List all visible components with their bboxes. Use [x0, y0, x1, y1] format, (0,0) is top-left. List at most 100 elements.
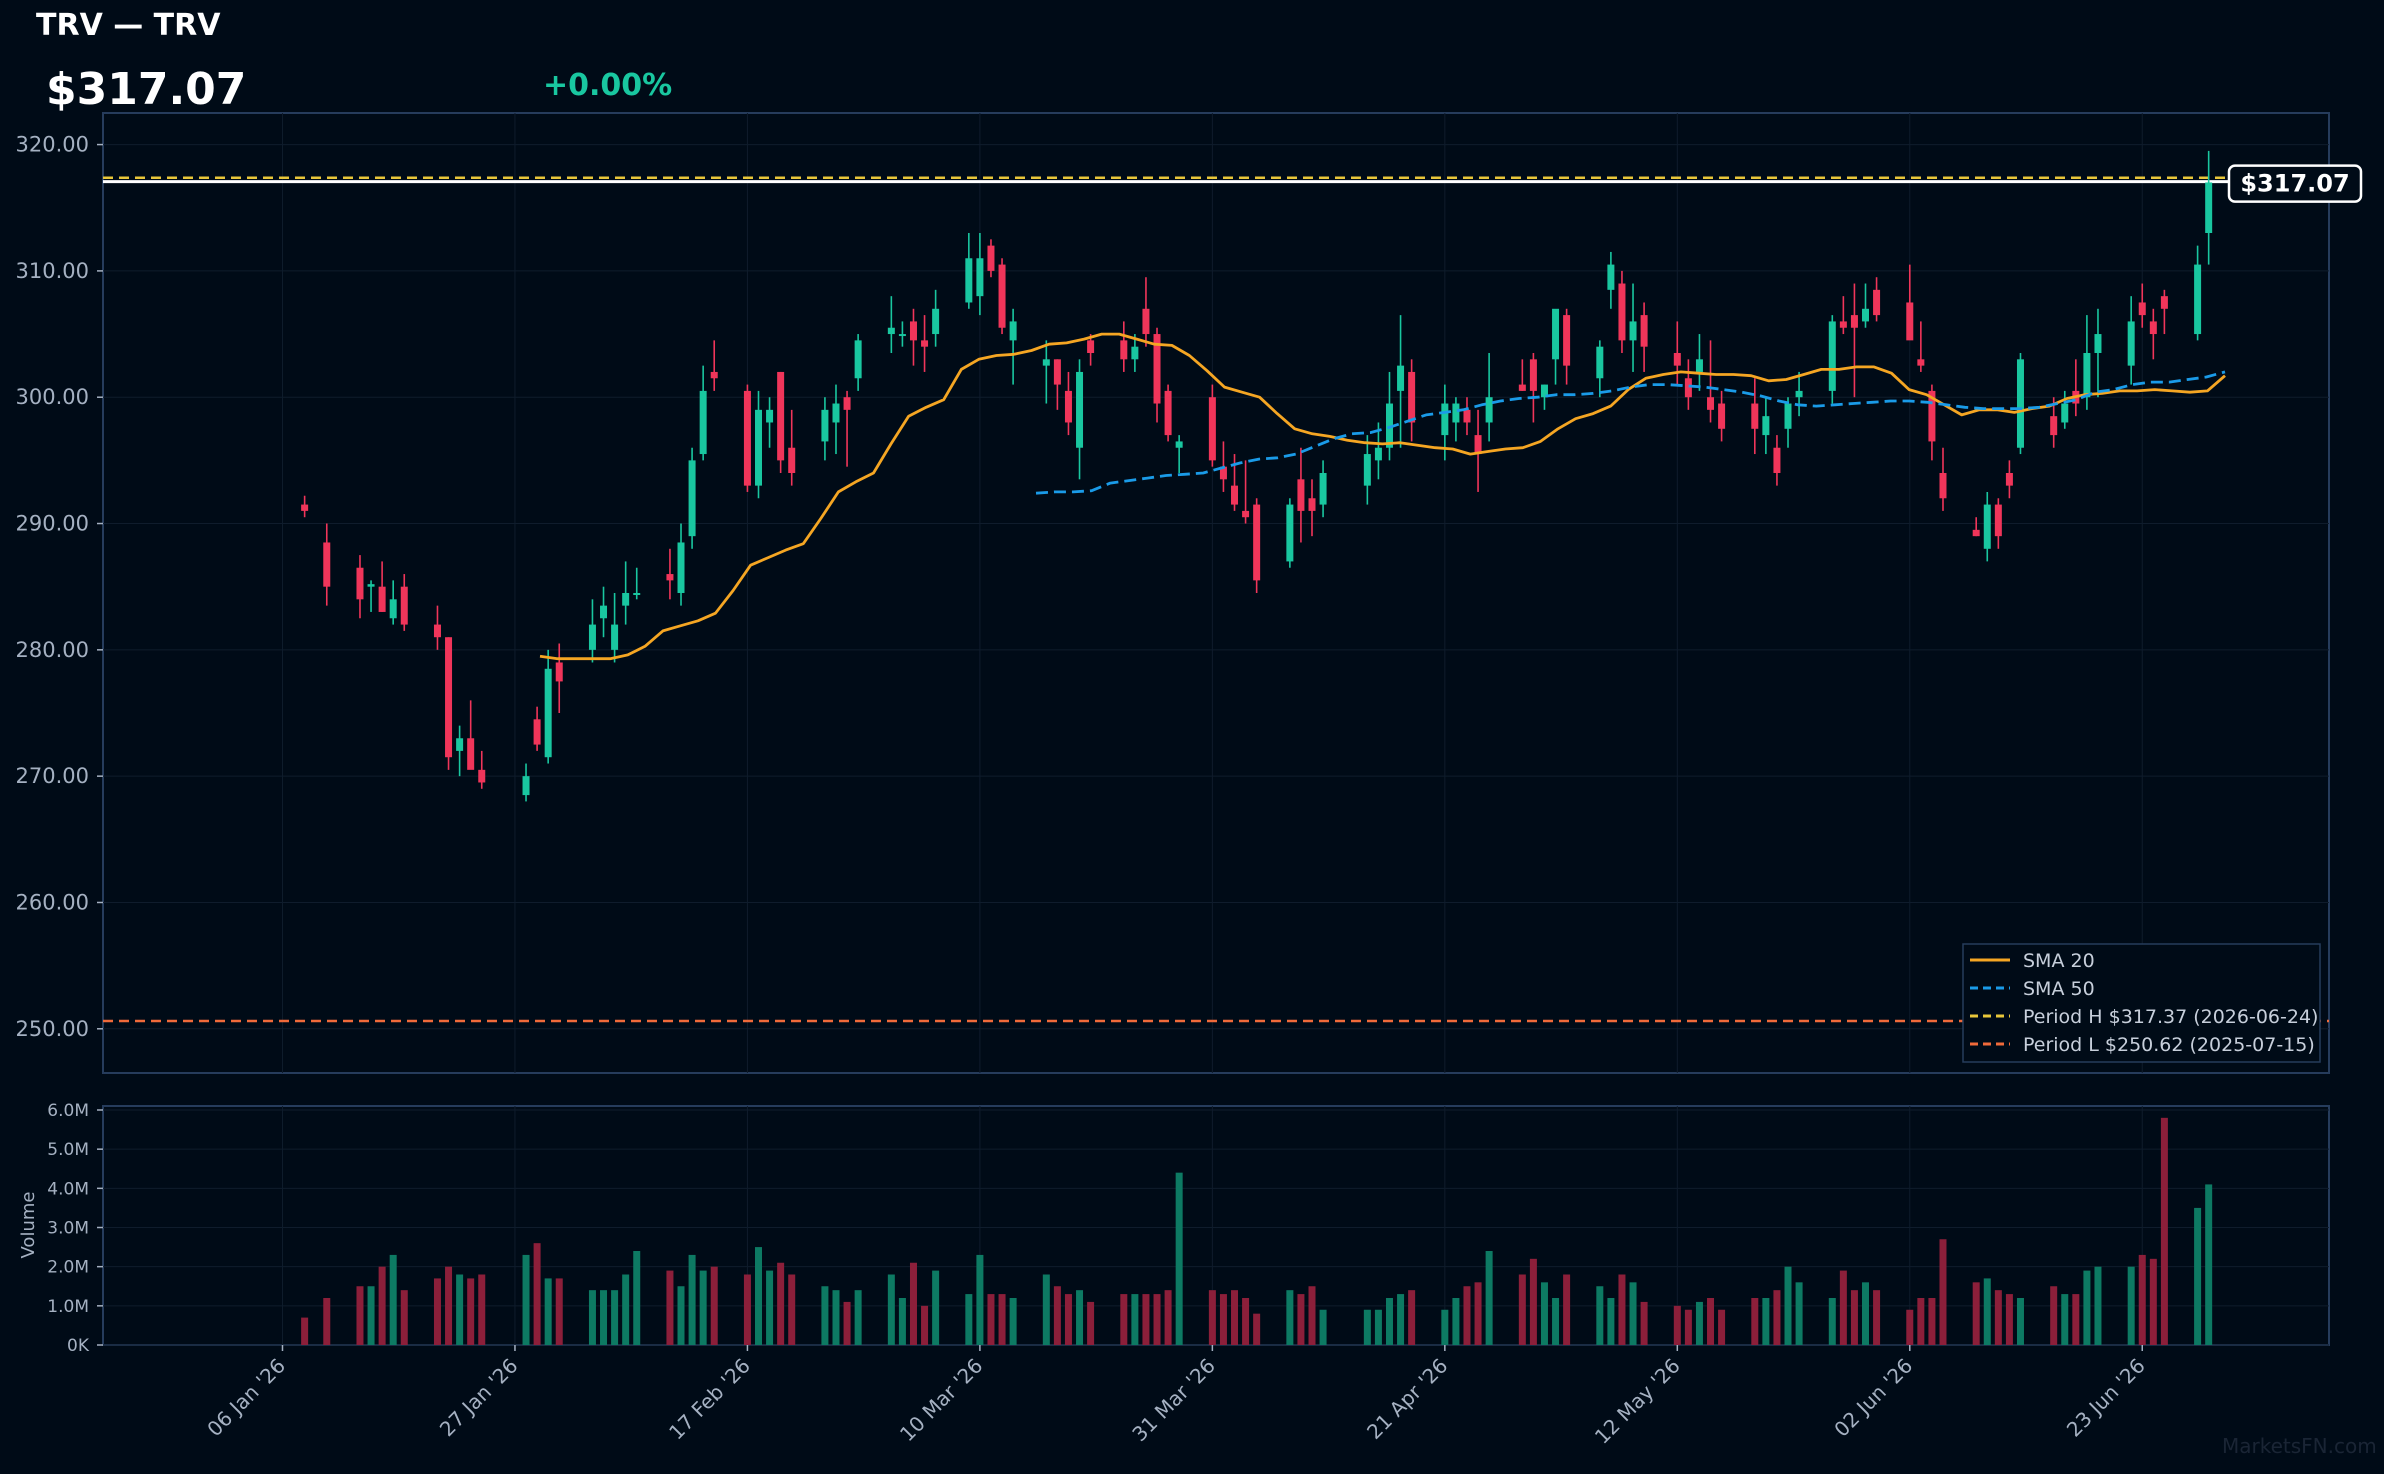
volume-tick-label: 0K [67, 1336, 90, 1356]
volume-tick-label: 5.0M [47, 1140, 89, 1160]
candle-body [2094, 334, 2102, 353]
volume-bar [1928, 1298, 1936, 1345]
candle-body [1131, 346, 1139, 360]
time-tick-label: 06 Jan '26 [202, 1354, 290, 1442]
candle-body [1673, 353, 1681, 366]
volume-bar [323, 1298, 331, 1345]
legend-label: Period H $317.37 (2026-06-24) [2023, 1006, 2318, 1028]
candle-body [2138, 302, 2146, 316]
volume-bar [998, 1294, 1006, 1345]
candle-body [1839, 321, 1847, 328]
volume-bar [389, 1254, 397, 1345]
volume-bar [2083, 1270, 2091, 1345]
candle-body [2194, 264, 2202, 335]
volume-bar [1408, 1290, 1416, 1345]
volume-bar [1485, 1251, 1493, 1345]
candle-body [666, 574, 674, 581]
volume-bar [976, 1254, 984, 1345]
volume-bar [932, 1270, 940, 1345]
time-axis: 06 Jan '26 27 Jan '26 17 Feb '26 10 Mar '26… [202, 1345, 2150, 1449]
watermark: MarketsFN.com [2222, 1434, 2377, 1458]
volume-bar [1087, 1301, 1095, 1345]
price-tick-label: 280.00 [16, 638, 89, 662]
candle-body [1850, 315, 1858, 328]
price-tick-label: 260.00 [16, 890, 89, 914]
candle-body [1518, 384, 1526, 391]
candle-body [1374, 447, 1382, 461]
volume-bar [666, 1270, 674, 1345]
volume-bar [1319, 1309, 1327, 1345]
volume-bar [788, 1274, 796, 1345]
candle-body [1994, 504, 2002, 537]
time-tick-label: 27 Jan '26 [435, 1354, 523, 1442]
legend-box [1962, 943, 2321, 1063]
price-panel [102, 112, 2330, 1074]
volume-bar [2072, 1294, 2080, 1345]
volume-bar [987, 1294, 995, 1345]
candle-body [611, 624, 619, 650]
price-tick-label: 290.00 [16, 512, 89, 536]
time-tick-label: 10 Mar '26 [895, 1354, 988, 1447]
candle-body [1529, 359, 1537, 391]
volume-bar [301, 1317, 309, 1345]
candle-body [854, 340, 862, 379]
candle-body [1563, 315, 1571, 366]
candle-body [478, 769, 486, 783]
volume-bar [1718, 1309, 1726, 1345]
volume-bar [378, 1266, 386, 1345]
candle-body [1308, 498, 1316, 511]
volume-bar [1042, 1274, 1050, 1345]
candle-body [1286, 504, 1294, 562]
volume-bar [1828, 1298, 1836, 1345]
volume-bar [400, 1290, 408, 1345]
candle-body [777, 371, 785, 461]
candle-body [1640, 315, 1648, 347]
volume-bar [1552, 1298, 1560, 1345]
candle-body [932, 308, 940, 335]
candle-body [1939, 473, 1947, 499]
volume-bar [1363, 1309, 1371, 1345]
candle-body [2160, 296, 2168, 309]
chart-title: TRV — TRV [36, 8, 221, 43]
candle-body [588, 624, 596, 650]
candle-body [1873, 289, 1881, 316]
volume-bar [677, 1286, 685, 1345]
candle-body [1972, 529, 1980, 537]
volume-bar [433, 1278, 441, 1345]
volume-bar [1994, 1290, 2002, 1345]
candle-body [2050, 416, 2058, 436]
candle-body [1164, 390, 1172, 436]
volume-bar [1939, 1239, 1947, 1345]
candle-body [1795, 390, 1803, 398]
legend-label: SMA 20 [2023, 950, 2095, 972]
volume-bar [1175, 1172, 1183, 1345]
candle-body [1552, 308, 1560, 360]
candle-body [1441, 403, 1449, 436]
volume-bar [2160, 1117, 2168, 1345]
volume-bar [1784, 1266, 1792, 1345]
candle-body [2005, 473, 2013, 486]
price-tick-label: 270.00 [16, 764, 89, 788]
volume-bar [2194, 1207, 2202, 1345]
candle-body [821, 409, 829, 442]
volume-bar [622, 1274, 630, 1345]
volume-bar [1629, 1282, 1637, 1345]
candle-body [622, 593, 630, 606]
volume-bar [522, 1254, 530, 1345]
volume-bar [1540, 1282, 1548, 1345]
last-price-marker: $317.07 [2227, 164, 2363, 203]
volume-bar [2094, 1266, 2102, 1345]
volume-bar [1452, 1298, 1460, 1345]
volume-bar [1142, 1294, 1150, 1345]
volume-tick-label: 4.0M [47, 1179, 89, 1199]
candle-body [1153, 334, 1161, 404]
candle-body [1142, 308, 1150, 335]
time-tick-label: 17 Feb '26 [664, 1354, 755, 1445]
volume-bar [743, 1274, 751, 1345]
volume-bar [456, 1274, 464, 1345]
candle-body [1042, 359, 1050, 366]
volume-bar [1208, 1290, 1216, 1345]
volume-tick-label: 1.0M [47, 1297, 89, 1317]
candle-body [1629, 321, 1637, 341]
current-price: $317.07 [46, 64, 247, 115]
